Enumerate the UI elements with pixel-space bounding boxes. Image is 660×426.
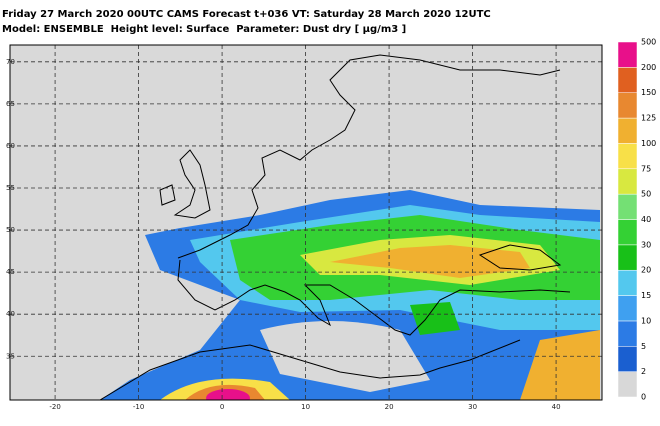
x-tick-label: -20	[49, 403, 60, 411]
colorbar-segment	[617, 295, 638, 322]
colorbar-segment	[617, 143, 638, 170]
colorbar-segment	[617, 193, 638, 220]
colorbar-label: 150	[641, 88, 656, 97]
colorbar-segment	[617, 117, 638, 144]
subtitle: Model: ENSEMBLE Height level: Surface Pa…	[2, 24, 406, 35]
colorbar-label: 10	[641, 316, 651, 325]
x-tick-label: 40	[552, 403, 561, 411]
colorbar-label: 40	[641, 215, 651, 224]
colorbar-segment	[617, 269, 638, 296]
x-tick-label: 10	[301, 403, 310, 411]
x-tick-label: -10	[133, 403, 144, 411]
map-area	[10, 45, 602, 400]
y-tick-label: 40	[6, 310, 15, 318]
y-tick-label: 55	[6, 184, 15, 192]
y-tick-label: 35	[6, 352, 15, 360]
map-frame	[9, 44, 603, 401]
x-tick-label: 0	[220, 403, 224, 411]
clear-area	[260, 321, 430, 392]
colorbar-label: 125	[641, 114, 656, 123]
colorbar-label: 0	[641, 393, 646, 402]
dust-field	[520, 330, 600, 400]
colorbar-segment	[617, 346, 638, 372]
dust-field	[410, 302, 460, 335]
colorbar-segment	[617, 92, 638, 119]
colorbar-segment	[617, 168, 638, 195]
colorbar-label: 30	[641, 240, 651, 249]
colorbar-label: 2	[641, 367, 646, 376]
colorbar-label: 15	[641, 291, 651, 300]
x-tick-label: 20	[385, 403, 394, 411]
title: Friday 27 March 2020 00UTC CAMS Forecast…	[2, 9, 491, 20]
coastlines	[99, 54, 571, 400]
colorbar-label: 200	[641, 63, 656, 72]
colorbar-label: 75	[641, 164, 651, 173]
colorbar-label: 5	[641, 342, 646, 351]
colorbar-label: 500	[641, 38, 656, 47]
y-tick-label: 50	[6, 226, 15, 234]
dust-field	[330, 245, 530, 278]
y-tick-label: 60	[6, 142, 15, 150]
colorbar-segment	[617, 67, 638, 93]
colorbar-label: 50	[641, 190, 651, 199]
colorbar-segment	[617, 41, 638, 68]
colorbar-segment	[617, 244, 638, 271]
x-tick-label: 30	[468, 403, 477, 411]
y-tick-label: 65	[6, 100, 15, 108]
colorbar-label: 100	[641, 139, 656, 148]
dust-field	[206, 389, 250, 400]
colorbar-segment	[617, 219, 638, 246]
y-tick-label: 45	[6, 268, 15, 276]
colorbar-segment	[617, 320, 638, 347]
colorbar-segment	[617, 371, 638, 398]
y-tick-label: 70	[6, 58, 15, 66]
colorbar-label: 20	[641, 266, 651, 275]
